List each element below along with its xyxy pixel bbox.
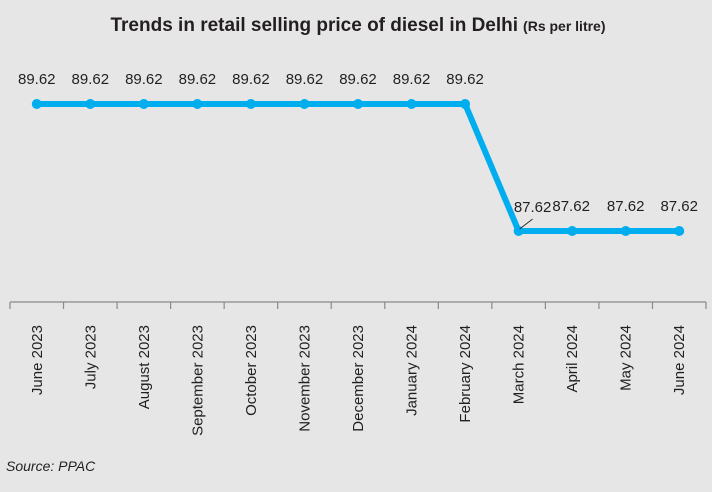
data-label: 89.62 [393,71,431,88]
x-tick-label: November 2023 [296,325,313,432]
data-label: 89.62 [339,71,377,88]
x-tick-label: April 2024 [564,325,581,393]
x-tick-label: December 2023 [350,325,367,432]
chart-title: Trends in retail selling price of diesel… [110,15,605,36]
data-point [138,99,149,109]
data-label: 89.62 [125,71,163,88]
x-tick-label: July 2023 [82,325,99,389]
data-point [513,226,524,236]
data-label: 87.62 [552,198,590,215]
data-label: 87.62 [660,198,698,215]
source-note: Source: PPAC [6,458,96,474]
data-point [85,99,96,109]
data-point [406,99,417,109]
data-label: 89.62 [446,71,484,88]
data-label: 87.62 [514,199,552,216]
data-label: 87.62 [607,198,645,215]
data-point [460,99,471,109]
x-tick-label: January 2024 [404,325,421,416]
x-tick-label: March 2024 [511,325,528,404]
data-point [674,226,685,236]
x-tick-label: August 2023 [136,325,153,409]
data-point [353,99,363,109]
data-label: 89.62 [286,71,324,88]
chart-title-main: Trends in retail selling price of diesel… [110,15,518,36]
data-label-leader-line [519,218,533,230]
data-point [245,99,256,109]
data-point [192,99,203,109]
data-point [31,99,42,109]
data-label: 89.62 [72,71,110,88]
data-point [620,226,631,236]
x-tick-label: June 2023 [29,325,46,395]
x-tick-label: June 2024 [671,325,688,395]
data-label: 89.62 [179,71,217,88]
data-label: 89.62 [232,71,270,88]
x-tick-label: February 2024 [457,325,474,423]
data-label: 89.62 [18,71,56,88]
data-point [299,99,310,109]
data-point [567,226,578,236]
x-tick-label: October 2023 [243,325,260,416]
chart-title-unit: (Rs per litre) [523,18,605,34]
x-tick-label: May 2024 [618,325,635,391]
x-tick-label: September 2023 [189,325,206,436]
